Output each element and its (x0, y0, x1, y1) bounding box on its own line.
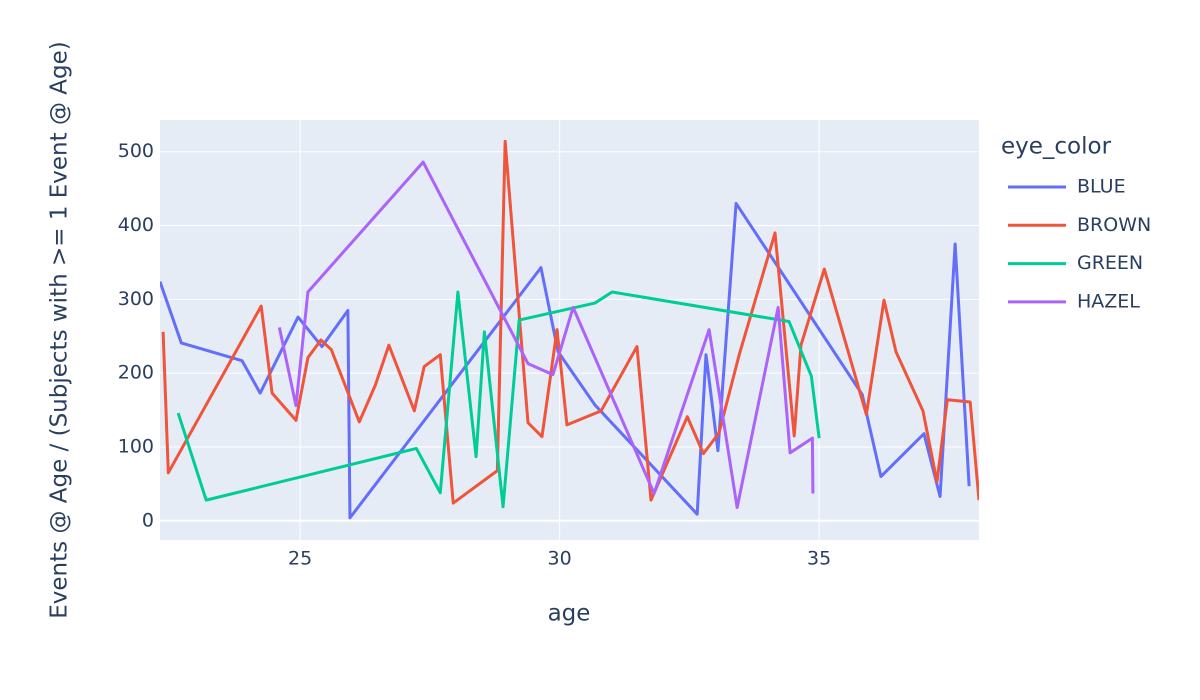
lines (160, 139, 979, 520)
y-tick-label: 400 (118, 214, 154, 236)
y-tick-label: 300 (118, 288, 154, 310)
legend-item: HAZEL (1077, 290, 1140, 312)
series-line (176, 290, 821, 509)
x-tick-label: 25 (288, 548, 312, 570)
plot-background (160, 120, 979, 540)
x-axis-title: age (548, 601, 591, 627)
series-line (160, 201, 971, 520)
series-line (277, 160, 815, 510)
x-tick-label: 35 (807, 548, 831, 570)
y-tick-label: 200 (118, 362, 154, 384)
legend-item: BLUE (1077, 176, 1126, 198)
legend-title: eye_color (1001, 134, 1112, 160)
x-tick-label: 30 (548, 548, 572, 570)
grid (160, 120, 979, 540)
y-axis-title: Events @ Age / (Subjects with >= 1 Event… (47, 41, 73, 618)
legend-item: BROWN (1077, 214, 1151, 236)
series-line (161, 139, 979, 505)
y-tick-label: 0 (142, 509, 154, 531)
y-tick-label: 100 (118, 435, 154, 457)
y-tick-label: 500 (118, 140, 154, 162)
legend-item: GREEN (1077, 252, 1143, 274)
